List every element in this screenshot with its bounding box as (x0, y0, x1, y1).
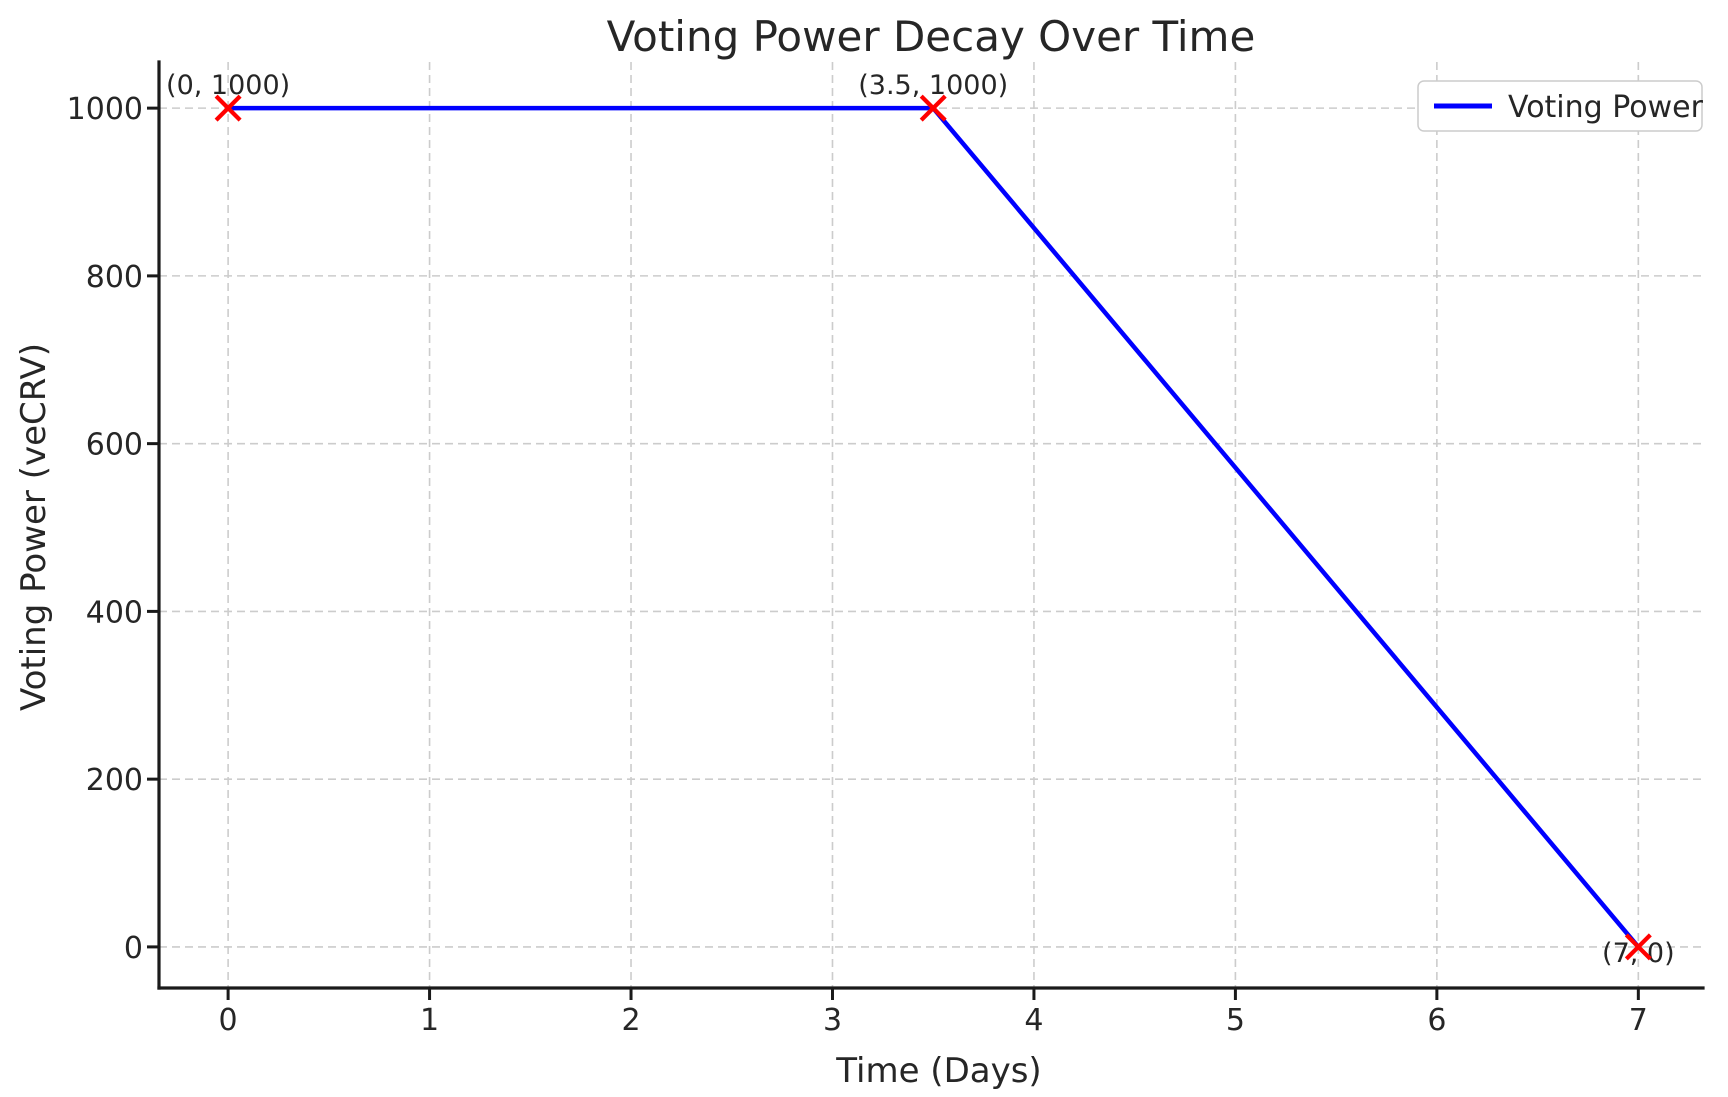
y-tick-label: 400 (86, 595, 143, 630)
point-annotations: (0, 1000) (3.5, 1000) (7, 0) (166, 70, 1675, 969)
data-point-markers (214, 94, 1652, 961)
y-tick-label: 0 (124, 931, 143, 966)
y-tick-label: 800 (86, 260, 143, 295)
y-tick-label: 1000 (67, 92, 143, 127)
legend-label: Voting Power (1508, 90, 1704, 125)
x-axis-label: Time (Days) (835, 1051, 1041, 1091)
y-tick-label: 200 (86, 763, 143, 798)
y-axis-label: Voting Power (veCRV) (14, 343, 54, 711)
x-marker (919, 94, 947, 122)
x-tick-label: 3 (823, 1003, 842, 1038)
legend: Voting Power (1417, 80, 1704, 132)
gridlines (159, 62, 1703, 988)
annotation-point-zero: (7, 0) (1602, 938, 1675, 969)
x-tick-label: 7 (1629, 1003, 1648, 1038)
x-tick-label: 0 (219, 1003, 238, 1038)
chart-title: Voting Power Decay Over Time (607, 12, 1256, 61)
x-tick-label: 4 (1024, 1003, 1043, 1038)
x-tick-label: 2 (621, 1003, 640, 1038)
x-tick-label: 5 (1226, 1003, 1245, 1038)
x-marker (1624, 933, 1652, 961)
legend-frame (1417, 80, 1703, 132)
x-tick-label: 1 (420, 1003, 439, 1038)
x-marker (214, 94, 242, 122)
annotation-point-plateau-end: (3.5, 1000) (858, 70, 1008, 101)
x-tick-label: 6 (1427, 1003, 1446, 1038)
axes: 0 1 2 3 4 5 6 7 0 200 400 600 800 1000 (67, 60, 1705, 1038)
y-tick-label: 600 (86, 428, 143, 463)
voting-power-line (225, 105, 1641, 950)
annotation-point-start: (0, 1000) (166, 70, 290, 101)
